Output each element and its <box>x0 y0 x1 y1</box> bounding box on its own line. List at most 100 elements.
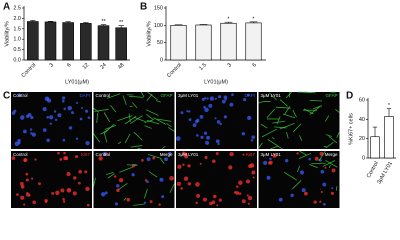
nucleus <box>20 195 25 200</box>
fiber <box>279 99 288 107</box>
micrograph-bg <box>11 92 92 149</box>
nucleus <box>42 107 47 112</box>
fiber <box>261 128 277 138</box>
nucleus <box>195 201 198 205</box>
nucleus <box>62 198 65 201</box>
fiber <box>137 148 142 150</box>
nucleus <box>269 157 272 161</box>
nucleus <box>284 158 289 163</box>
nucleus <box>84 109 89 113</box>
fiber <box>119 166 134 173</box>
nucleus <box>213 194 217 199</box>
fiber <box>155 100 161 103</box>
nucleus <box>238 192 242 195</box>
significance: * <box>252 16 255 22</box>
nucleus <box>206 135 211 140</box>
fiber <box>274 126 287 129</box>
nucleus <box>51 192 55 195</box>
nucleus <box>214 97 217 100</box>
bar <box>370 136 380 159</box>
fiber <box>103 133 108 143</box>
nucleus <box>73 176 77 180</box>
fiber <box>107 173 115 179</box>
fiber <box>292 109 297 118</box>
fiber <box>336 131 340 138</box>
nucleus <box>141 158 144 162</box>
nucleus <box>144 179 148 182</box>
nucleus <box>278 197 283 202</box>
fiber <box>157 118 172 122</box>
bar <box>245 22 262 61</box>
fiber <box>147 154 160 159</box>
nucleus <box>251 170 256 175</box>
y-axis-label: %Ki67+ cells <box>348 113 354 145</box>
bar <box>80 23 92 61</box>
fiber <box>106 171 114 175</box>
nucleus <box>158 203 161 206</box>
fiber <box>103 112 111 123</box>
bar <box>170 25 187 61</box>
nucleus <box>218 198 222 202</box>
tile-stain: Ki67 <box>246 152 256 157</box>
nucleus <box>30 115 34 120</box>
nucleus <box>80 106 84 110</box>
nucleus <box>180 187 183 190</box>
nucleus <box>98 156 103 161</box>
significance: * <box>388 103 391 109</box>
nucleus <box>216 120 221 124</box>
fiber <box>123 197 127 201</box>
nucleus <box>212 159 216 164</box>
bar <box>220 22 237 61</box>
y-tick-label: 0 <box>362 155 365 161</box>
nucleus <box>205 140 210 145</box>
fiber <box>140 91 145 98</box>
fiber <box>166 123 172 128</box>
y-tick-label: 0.0 <box>13 57 21 63</box>
fiber <box>318 150 326 162</box>
fiber <box>270 145 279 150</box>
y-tick-label: 0 <box>160 57 163 63</box>
nucleus <box>187 182 191 186</box>
nucleus <box>78 169 83 174</box>
fiber <box>260 123 268 129</box>
nucleus <box>314 156 319 161</box>
fiber <box>132 102 138 109</box>
nucleus <box>161 195 165 199</box>
tile-condition: 3μM LY01 <box>261 152 282 157</box>
fiber <box>266 108 275 119</box>
y-axis-label: Viability/% <box>146 21 152 46</box>
fiber <box>291 180 302 190</box>
x-tick-label: 1.5 <box>198 62 208 72</box>
fiber <box>292 123 302 133</box>
nucleus <box>61 96 66 100</box>
fiber <box>299 135 303 141</box>
nucleus <box>330 191 334 195</box>
nucleus <box>196 118 200 123</box>
nucleus <box>324 166 327 169</box>
fiber <box>312 105 323 110</box>
bar <box>384 116 394 159</box>
nucleus <box>57 151 60 155</box>
nucleus <box>250 139 254 142</box>
nucleus <box>85 141 90 146</box>
fiber <box>146 93 153 102</box>
fiber <box>104 124 117 130</box>
fiber <box>335 186 338 191</box>
fiber <box>117 182 128 191</box>
nucleus <box>113 175 117 178</box>
nucleus <box>44 200 48 204</box>
y-tick-label: 1.0 <box>13 37 21 43</box>
nucleus <box>233 191 237 194</box>
nucleus <box>236 185 239 188</box>
micrograph-bg <box>93 92 175 149</box>
nucleus <box>126 197 131 202</box>
nucleus <box>42 128 47 132</box>
tile-stain: DAPI <box>79 93 90 98</box>
nucleus <box>53 110 57 113</box>
nucleus <box>28 194 31 197</box>
nucleus <box>247 195 253 201</box>
nucleus <box>215 139 220 144</box>
fiber <box>309 164 318 169</box>
micrograph: 3μM LY01 Ki67 <box>176 151 257 208</box>
fiber <box>93 107 99 113</box>
